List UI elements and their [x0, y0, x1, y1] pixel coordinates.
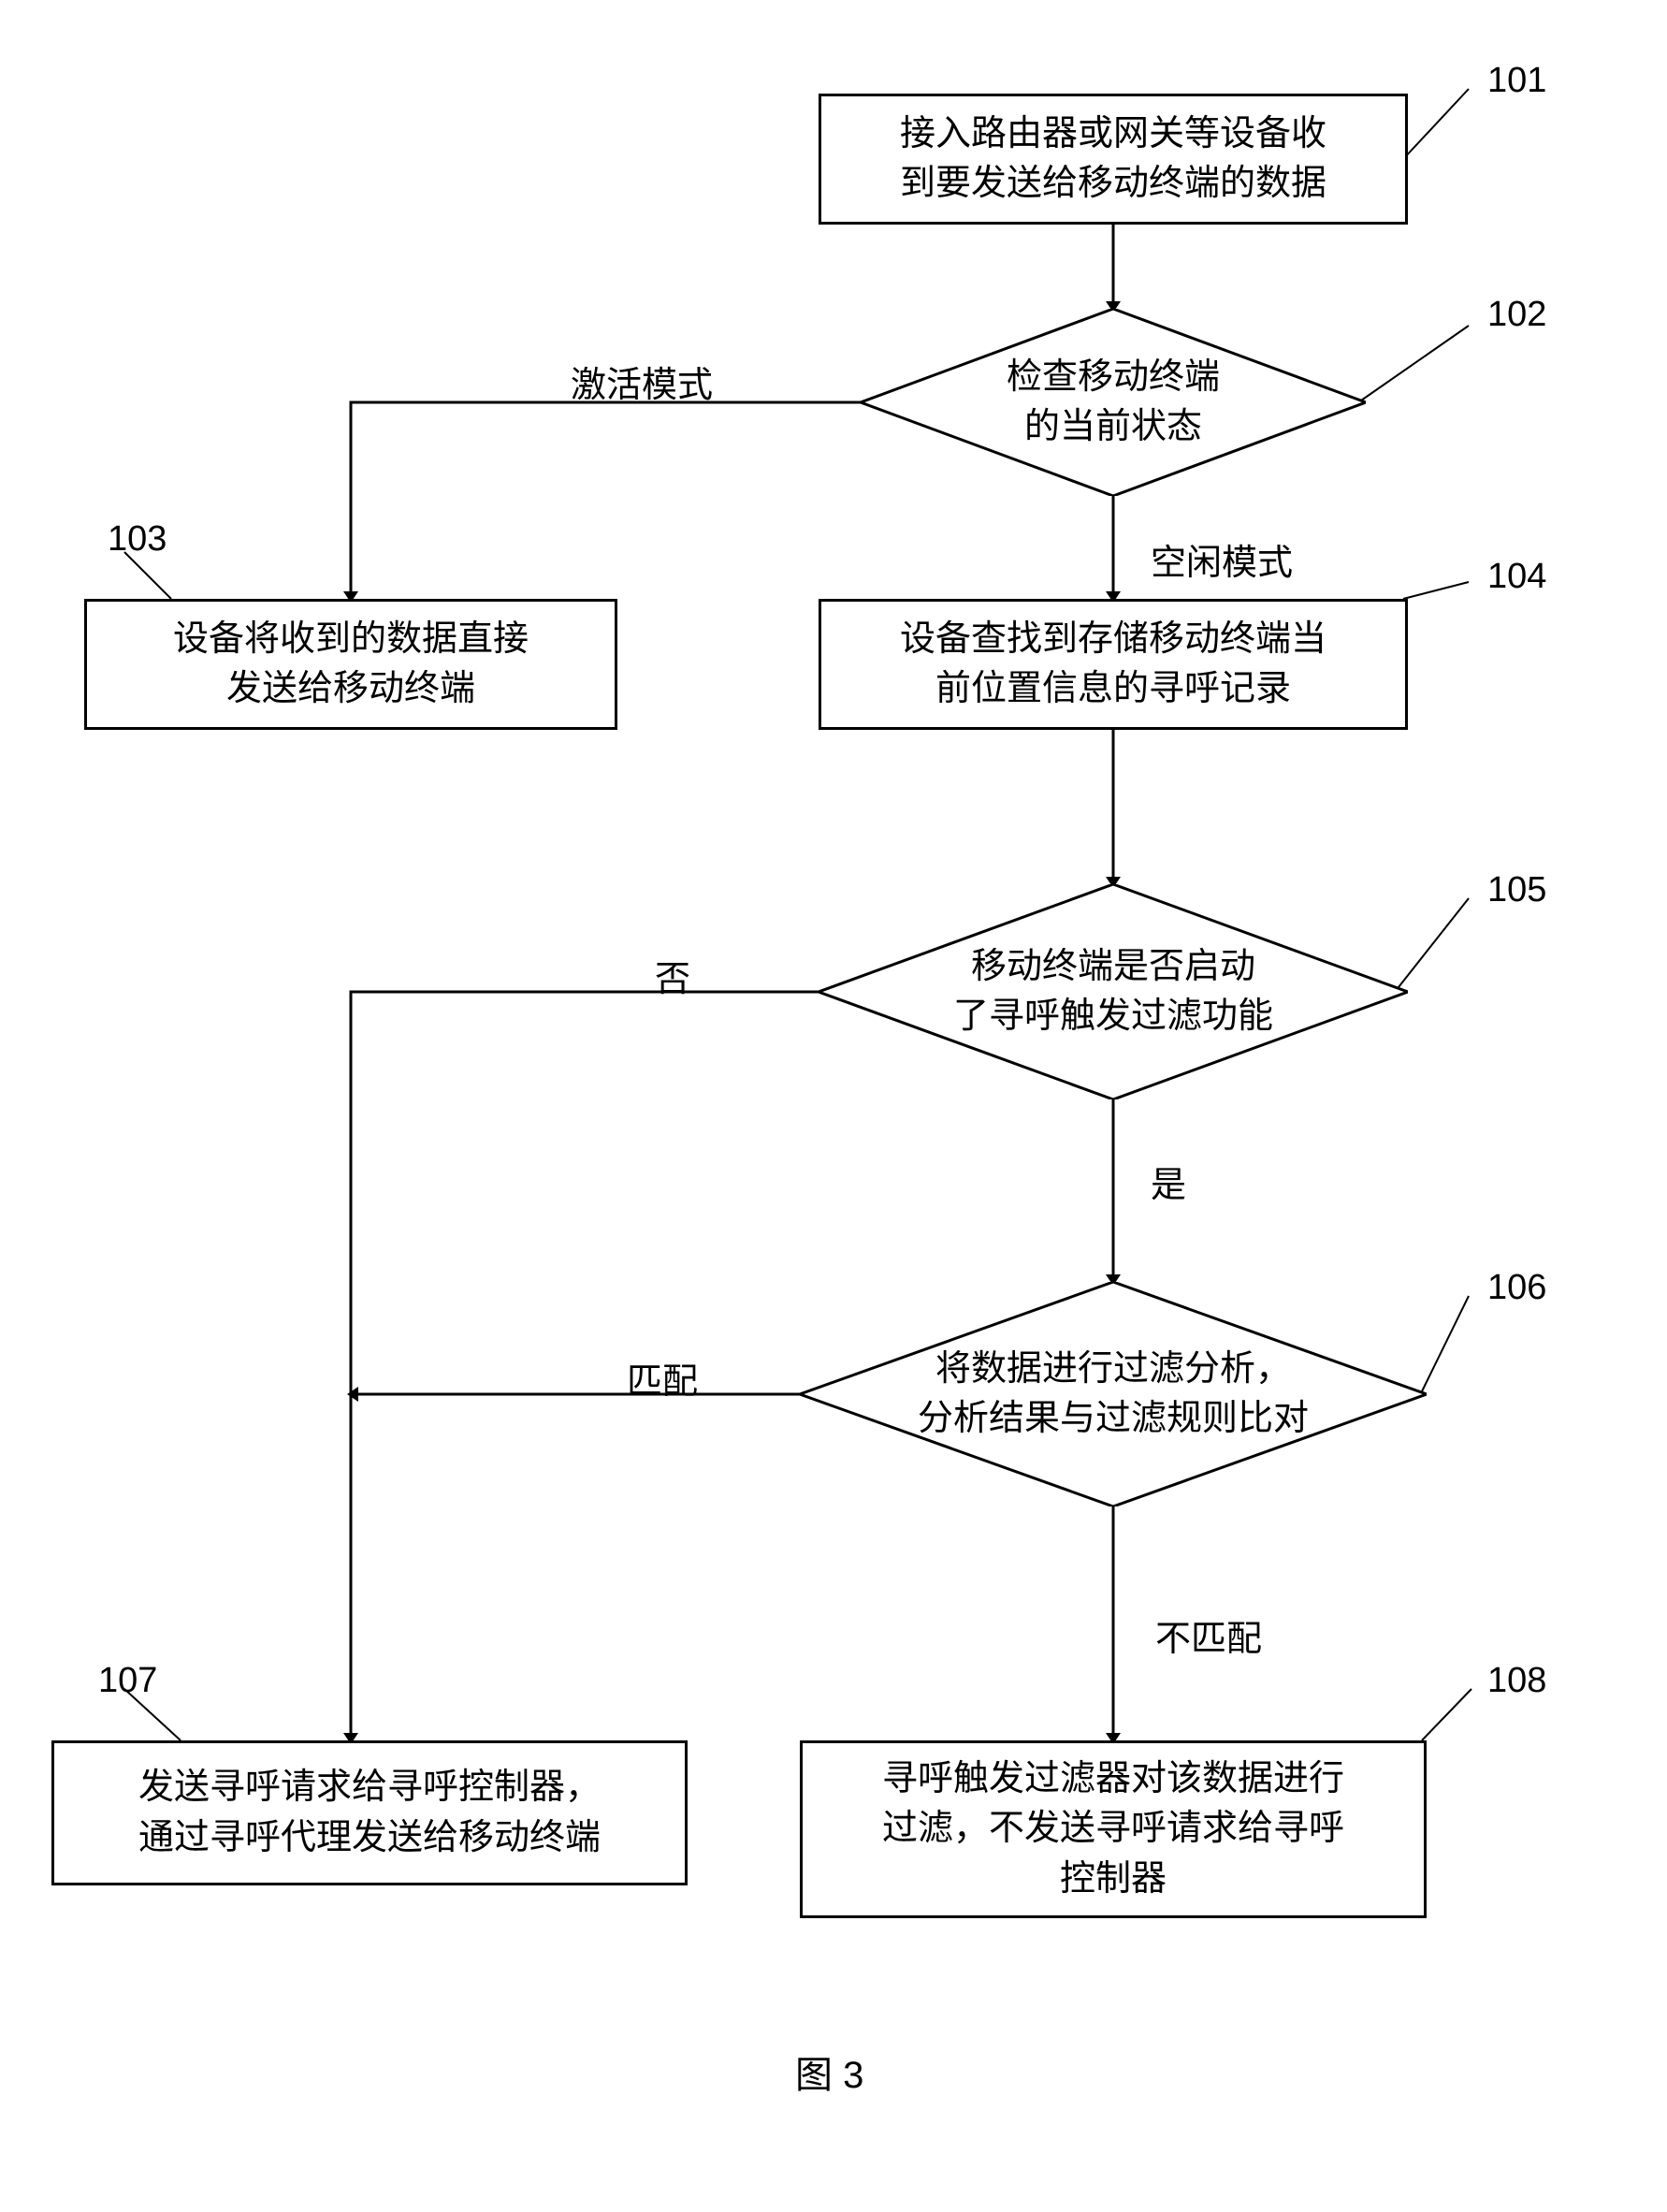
flow-node-n103: 设备将收到的数据直接发送给移动终端 [84, 599, 617, 730]
flow-node-n108: 寻呼触发过滤器对该数据进行过滤，不发送寻呼请求给寻呼控制器 [800, 1740, 1427, 1918]
leader-line [1422, 1689, 1471, 1740]
flow-node-n104: 设备查找到存储移动终端当前位置信息的寻呼记录 [819, 599, 1408, 730]
leader-line [1422, 1296, 1469, 1391]
ref-102: 102 [1487, 295, 1546, 335]
ref-104: 104 [1487, 557, 1546, 597]
flow-node-n105: 移动终端是否启动了寻呼触发过滤功能 [819, 884, 1408, 1099]
figure-caption: 图 3 [795, 2045, 863, 2099]
ref-107: 107 [98, 1661, 157, 1701]
edge-label-n105-n106: 是 [1151, 1156, 1186, 1207]
flow-node-n107: 发送寻呼请求给寻呼控制器，通过寻呼代理发送给移动终端 [51, 1740, 688, 1885]
ref-103: 103 [108, 519, 167, 560]
edge-label-n106-n108: 不匹配 [1155, 1609, 1262, 1661]
edge-label-n105-n107: 否 [655, 950, 690, 1001]
edge-n105-n107 [351, 992, 819, 1740]
edge-n102-n103 [351, 402, 861, 599]
ref-101: 101 [1487, 61, 1546, 101]
flow-node-n102: 检查移动终端的当前状态 [861, 309, 1366, 496]
flow-node-n106: 将数据进行过滤分析，分析结果与过滤规则比对 [800, 1282, 1427, 1506]
edge-label-n102-n103: 激活模式 [571, 356, 713, 407]
leader-line [1361, 326, 1469, 400]
flow-node-n101: 接入路由器或网关等设备收到要发送给移动终端的数据 [819, 94, 1408, 225]
ref-108: 108 [1487, 1661, 1546, 1701]
leader-line [1399, 898, 1469, 987]
leader-line [1403, 89, 1469, 159]
edge-label-n106-n107: 匹配 [627, 1352, 698, 1404]
edge-label-n102-n104: 空闲模式 [1151, 533, 1293, 585]
ref-105: 105 [1487, 870, 1546, 910]
ref-106: 106 [1487, 1268, 1546, 1308]
leader-line [1403, 582, 1469, 599]
